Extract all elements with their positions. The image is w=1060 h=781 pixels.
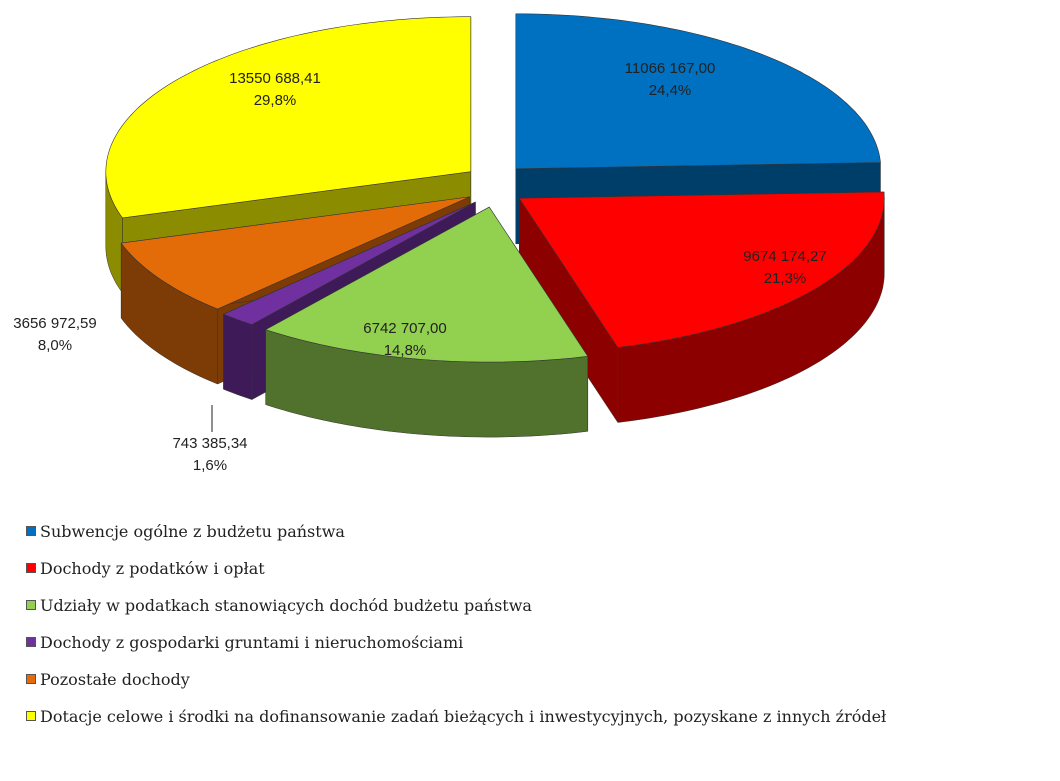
data-label: 3656 972,59: [13, 315, 96, 332]
legend-item: Udziały w podatkach stanowiących dochód …: [26, 596, 1056, 615]
legend-label: Dochody z podatków i opłat: [40, 559, 265, 578]
legend-label: Dochody z gospodarki gruntami i nierucho…: [40, 633, 464, 652]
data-label: 21,3%: [764, 270, 807, 287]
data-label: 8,0%: [38, 337, 72, 354]
slice-top: [515, 13, 881, 170]
legend-swatch: [26, 600, 36, 610]
legend-swatch: [26, 674, 36, 684]
legend: Subwencje ogólne z budżetu państwa Dochod…: [26, 522, 1056, 744]
slice-top: [222, 201, 476, 325]
data-label: 24,4%: [649, 82, 692, 99]
legend-item: Subwencje ogólne z budżetu państwa: [26, 522, 1056, 541]
slice: [518, 191, 885, 424]
data-label: 1,6%: [193, 457, 227, 474]
data-label: 29,8%: [254, 92, 297, 109]
legend-item: Pozostałe dochody: [26, 670, 1056, 689]
data-label: 9674 174,27: [743, 248, 826, 265]
data-label: 13550 688,41: [229, 70, 321, 87]
legend-item: Dotacje celowe i środki na dofinansowani…: [26, 707, 1056, 726]
slice-top: [105, 16, 472, 219]
legend-swatch: [26, 637, 36, 647]
slice-wall: [223, 313, 253, 400]
legend-item: Dochody z gospodarki gruntami i nierucho…: [26, 633, 1056, 652]
data-label: 6742 707,00: [363, 320, 446, 337]
legend-label: Subwencje ogólne z budżetu państwa: [40, 522, 345, 541]
legend-label: Dotacje celowe i środki na dofinansowani…: [40, 707, 887, 726]
slice-top: [120, 196, 470, 310]
legend-swatch: [26, 711, 36, 721]
legend-label: Pozostałe dochody: [40, 670, 190, 689]
chart: 11066 167,00 24,4% 9674 174,27 21,3% 6742 70…: [13, 13, 885, 474]
data-label: 11066 167,00: [625, 60, 716, 77]
data-label: 743 385,34: [172, 435, 247, 452]
legend-label: Udziały w podatkach stanowiących dochód …: [40, 596, 532, 615]
slice-top: [518, 191, 885, 348]
data-label: 14,8%: [384, 342, 427, 359]
slice: [264, 206, 589, 438]
legend-swatch: [26, 526, 36, 536]
legend-swatch: [26, 563, 36, 573]
legend-item: Dochody z podatków i opłat: [26, 559, 1056, 578]
slice-top: [264, 206, 589, 363]
